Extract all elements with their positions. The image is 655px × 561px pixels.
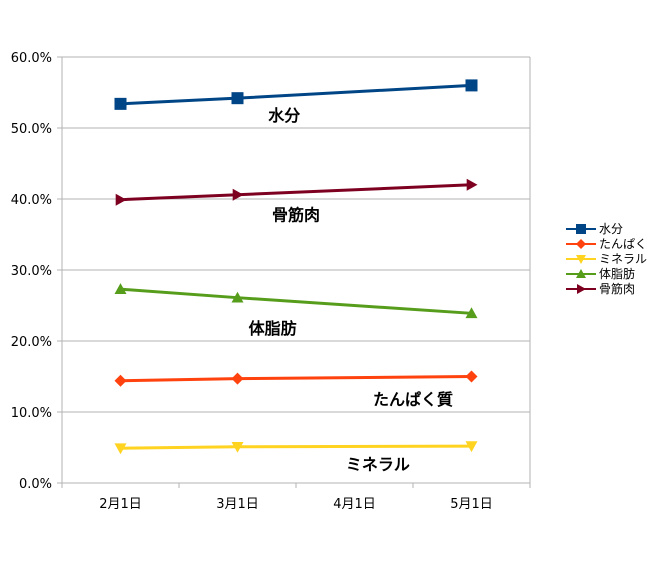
annotation-label: ミネラル [346, 455, 410, 474]
x-tick-label: 3月1日 [216, 497, 259, 512]
data-point [465, 307, 478, 319]
data-point [465, 441, 478, 453]
axes [57, 56, 531, 488]
legend-item: 水分 [566, 222, 623, 236]
data-point [465, 79, 478, 92]
legend-label: 体脂肪 [599, 266, 635, 281]
legend-item: 骨筋肉 [566, 281, 635, 296]
legend-item: たんぱく [566, 237, 647, 251]
y-tick-labels: 0.0% 10.0% 20.0% 30.0% 40.0% 50.0% 60.0% [11, 51, 52, 492]
series-line [120, 375, 472, 383]
y-tick-label: 50.0% [11, 122, 52, 137]
data-point [231, 372, 244, 385]
data-point [114, 443, 127, 455]
series-3 [114, 283, 478, 319]
legend-item: 体脂肪 [566, 266, 635, 281]
series-line [120, 83, 472, 106]
y-tick-label: 60.0% [11, 51, 52, 66]
annotation-label: たんぱく質 [373, 390, 453, 409]
legend-marker [576, 224, 586, 234]
data-point [231, 291, 244, 303]
y-tick-label: 0.0% [19, 477, 52, 492]
legend-marker [576, 269, 586, 278]
legend-marker [576, 239, 586, 249]
y-tick-label: 20.0% [11, 335, 52, 350]
legend-label: たんぱく [599, 237, 647, 251]
legend-marker [577, 284, 586, 294]
y-tick-label: 40.0% [11, 193, 52, 208]
series-line [120, 183, 472, 202]
legend-marker [576, 255, 586, 264]
legend-item: ミネラル [566, 252, 647, 266]
data-point [115, 193, 127, 206]
data-point [114, 283, 127, 294]
series-lines [114, 79, 478, 455]
data-point [466, 178, 478, 191]
legend-label: 骨筋肉 [599, 281, 635, 296]
legend-label: 水分 [599, 222, 623, 236]
annotation-label: 骨筋肉 [272, 205, 320, 224]
series-0 [114, 79, 478, 110]
x-tick-labels: 2月1日 3月1日 4月1日 5月1日 [99, 497, 493, 512]
data-point [465, 370, 478, 383]
series-1 [114, 370, 478, 387]
series-line [120, 287, 472, 315]
data-point [231, 441, 244, 453]
data-point [114, 374, 127, 387]
data-point [232, 188, 244, 201]
series-line [120, 444, 472, 450]
x-tick-label: 2月1日 [99, 497, 142, 512]
data-point [114, 97, 127, 110]
series-2 [114, 441, 478, 455]
annotation-label: 水分 [268, 106, 300, 125]
annotation-label: 体脂肪 [249, 319, 297, 338]
y-tick-label: 30.0% [11, 264, 52, 279]
x-tick-label: 4月1日 [333, 497, 376, 512]
y-tick-label: 10.0% [11, 406, 52, 421]
legend-label: ミネラル [599, 252, 647, 266]
series-4 [115, 178, 478, 206]
data-point [231, 92, 244, 105]
x-tick-label: 5月1日 [450, 497, 493, 512]
